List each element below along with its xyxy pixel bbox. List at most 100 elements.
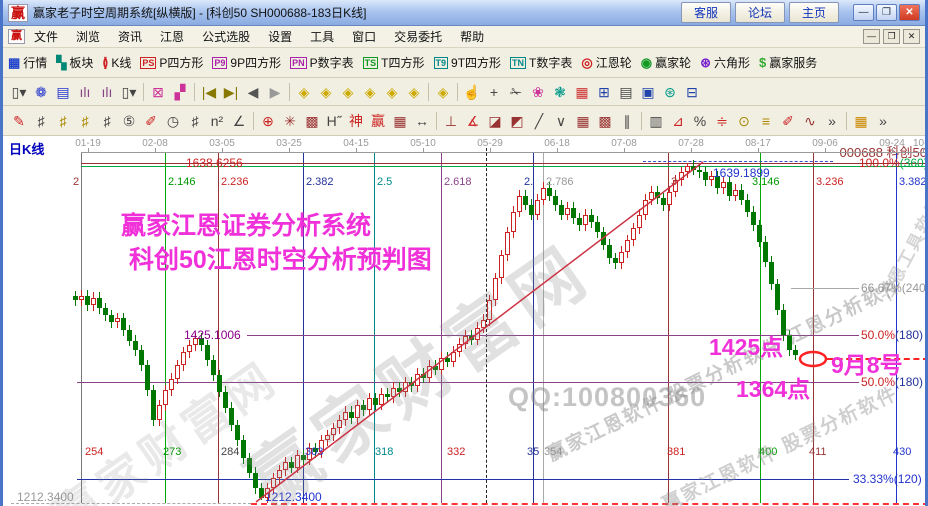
menu-item[interactable]: 交易委托 xyxy=(394,30,443,44)
square-wheel-icon[interactable]: ▩ xyxy=(305,112,319,129)
candle-period-dropdown-icon[interactable]: ▯▾ xyxy=(121,83,137,100)
service-button-1[interactable]: 客服 xyxy=(680,2,731,23)
service-button-2[interactable]: 论坛 xyxy=(734,2,785,23)
f-division-icon[interactable]: ♯ xyxy=(103,112,111,129)
diamond-tool-6-icon[interactable]: ◈ xyxy=(408,83,420,100)
sectors-button[interactable]: ▚ 板块 xyxy=(56,54,93,71)
golden-circle-icon[interactable]: ⊙ xyxy=(738,112,750,129)
diamond-tool-1-icon[interactable]: ◈ xyxy=(298,83,310,100)
matrix-grid-icon[interactable]: ▦ xyxy=(854,112,868,129)
parallel-lines-icon[interactable]: ∥ xyxy=(623,112,631,129)
wave-mark-icon[interactable]: Η˝ xyxy=(326,112,342,129)
clear-drawings-icon[interactable]: ⊠ xyxy=(152,83,164,100)
restore-button[interactable]: ❐ xyxy=(876,4,897,21)
square-fan-icon[interactable]: ◪ xyxy=(488,112,502,129)
next-page-icon[interactable]: ▶ xyxy=(269,83,281,100)
menu-item[interactable]: 帮助 xyxy=(460,30,485,44)
kline-button[interactable]: ≬ K线 xyxy=(102,54,131,71)
stat-bars-icon[interactable]: ▥ xyxy=(649,112,663,129)
minutes-3-icon[interactable]: ılı xyxy=(79,83,91,100)
mdi-restore-button[interactable]: ❐ xyxy=(883,29,900,44)
zigzag-tool-icon[interactable]: ∨ xyxy=(555,112,567,129)
time-cycle-icon[interactable]: ◷ xyxy=(166,112,180,129)
spiral-5-icon[interactable]: ⑤ xyxy=(122,112,136,129)
time-wheel-icon[interactable]: ✳ xyxy=(284,112,296,129)
network-globe-icon[interactable]: ⊛ xyxy=(664,83,676,100)
angle-percent-icon[interactable]: ⊿ xyxy=(672,112,684,129)
percent-tool-icon[interactable]: % xyxy=(693,112,707,129)
teal-pattern-icon[interactable]: ❃ xyxy=(554,83,566,100)
square-fan-2-icon[interactable]: ◩ xyxy=(510,112,524,129)
minutes-9-icon[interactable]: ılı xyxy=(101,83,113,100)
candle-style-dropdown-icon[interactable]: ▯▾ xyxy=(11,83,27,100)
p9-square-button[interactable]: P9 9P四方形 xyxy=(212,54,281,71)
t-square-button[interactable]: TS T四方形 xyxy=(362,54,425,71)
mark-pencil-icon[interactable]: ✐ xyxy=(782,112,794,129)
color-histogram-icon[interactable]: ▞ xyxy=(174,83,186,100)
calendar-21-icon[interactable]: ▦ xyxy=(575,83,589,100)
service-button-3[interactable]: 主页 xyxy=(788,2,839,23)
gann-fan-icon[interactable]: ∡ xyxy=(466,112,480,129)
angle-tool-icon[interactable]: ∠ xyxy=(232,112,246,129)
winner-wheel-button[interactable]: ◉ 赢家轮 xyxy=(641,54,691,71)
diamond-tool-7-icon[interactable]: ◈ xyxy=(437,83,449,100)
menu-item[interactable]: 工具 xyxy=(310,30,335,44)
diamond-tool-3-icon[interactable]: ◈ xyxy=(342,83,354,100)
golden-section-icon[interactable]: ≡ xyxy=(761,112,771,129)
diamond-tool-4-icon[interactable]: ◈ xyxy=(364,83,376,100)
first-page-icon[interactable]: |◀ xyxy=(201,83,217,100)
bar-count-icon[interactable]: ♯ xyxy=(191,112,199,129)
ying-table-icon[interactable]: 赢 xyxy=(371,112,385,129)
gold-division-2-icon[interactable]: ♯ xyxy=(81,112,89,129)
remote-terminal-icon[interactable]: ⊟ xyxy=(686,83,698,100)
save-disk-icon[interactable]: ▣ xyxy=(641,83,655,100)
number-grid-icon[interactable]: ▦ xyxy=(393,112,407,129)
measure-cut-icon[interactable]: ✁ xyxy=(510,83,522,100)
t-number-table-button[interactable]: TN T数字表 xyxy=(510,54,572,71)
crosshair-icon[interactable]: + xyxy=(489,83,499,100)
menu-item[interactable]: 窗口 xyxy=(352,30,377,44)
menu-item[interactable]: 浏览 xyxy=(76,30,101,44)
chart-canvas[interactable]: 日K线 000688 科创50 01-19 02-08 03-05 03-25 04-1… xyxy=(3,136,925,506)
percent-lines-icon[interactable]: ≑ xyxy=(716,112,728,129)
wave-tool-icon[interactable]: ∿ xyxy=(804,112,816,129)
hexagon-button[interactable]: ⊛ 六角形 xyxy=(700,54,750,71)
quotes-button[interactable]: ▦ 行情 xyxy=(8,54,47,71)
memo-pad-icon[interactable]: ▤ xyxy=(619,83,633,100)
menu-item[interactable]: 文件 xyxy=(34,30,59,44)
price-grid-icon[interactable]: ▦ xyxy=(576,112,590,129)
menu-item[interactable]: 设置 xyxy=(268,30,293,44)
prev-page-icon[interactable]: ◀ xyxy=(247,83,259,100)
last-page-icon[interactable]: ▶| xyxy=(223,83,239,100)
close-button[interactable]: ✕ xyxy=(899,4,920,21)
winner-service-button[interactable]: $ 赢家服务 xyxy=(759,54,817,71)
trend-line-tool-icon[interactable]: ╱ xyxy=(534,112,544,129)
time-grid-2-icon[interactable]: ▩ xyxy=(598,112,612,129)
menu-item[interactable]: 江恩 xyxy=(160,30,185,44)
t9-square-button[interactable]: T9 9T四方形 xyxy=(433,54,501,71)
p-number-table-button[interactable]: PN P数字表 xyxy=(290,54,354,71)
more-tools-2-icon[interactable]: » xyxy=(879,112,887,129)
pink-pattern-icon[interactable]: ❀ xyxy=(532,83,544,100)
mdi-close-button[interactable]: ✕ xyxy=(903,29,920,44)
time-division-icon[interactable]: ♯ xyxy=(37,112,45,129)
minimize-button[interactable]: — xyxy=(853,4,874,21)
mdi-minimize-button[interactable]: — xyxy=(863,29,880,44)
n-square-icon[interactable]: n² xyxy=(210,112,224,129)
p-square-button[interactable]: PS P四方形 xyxy=(140,54,203,71)
drag-hand-icon[interactable]: ☝ xyxy=(463,83,481,100)
menu-item[interactable]: 公式选股 xyxy=(202,30,251,44)
pencil-chart-icon[interactable]: ✐ xyxy=(145,112,157,129)
diamond-tool-5-icon[interactable]: ◈ xyxy=(386,83,398,100)
more-tools-icon[interactable]: » xyxy=(828,112,836,129)
gann-compass-icon[interactable]: ⊕ xyxy=(262,112,274,129)
info-note-icon[interactable]: ▤ xyxy=(56,83,70,100)
menu-item[interactable]: 资讯 xyxy=(118,30,143,44)
pattern-overlay-icon[interactable]: ❁ xyxy=(35,83,47,100)
column-tool-icon[interactable]: ⊥ xyxy=(444,112,458,129)
range-measure-icon[interactable]: ↔ xyxy=(415,112,429,129)
gann-wheel-button[interactable]: ◎ 江恩轮 xyxy=(581,54,631,71)
diamond-tool-2-icon[interactable]: ◈ xyxy=(320,83,332,100)
gold-division-1-icon[interactable]: ♯ xyxy=(59,112,67,129)
draw-pencil-icon[interactable]: ✎ xyxy=(13,112,25,129)
